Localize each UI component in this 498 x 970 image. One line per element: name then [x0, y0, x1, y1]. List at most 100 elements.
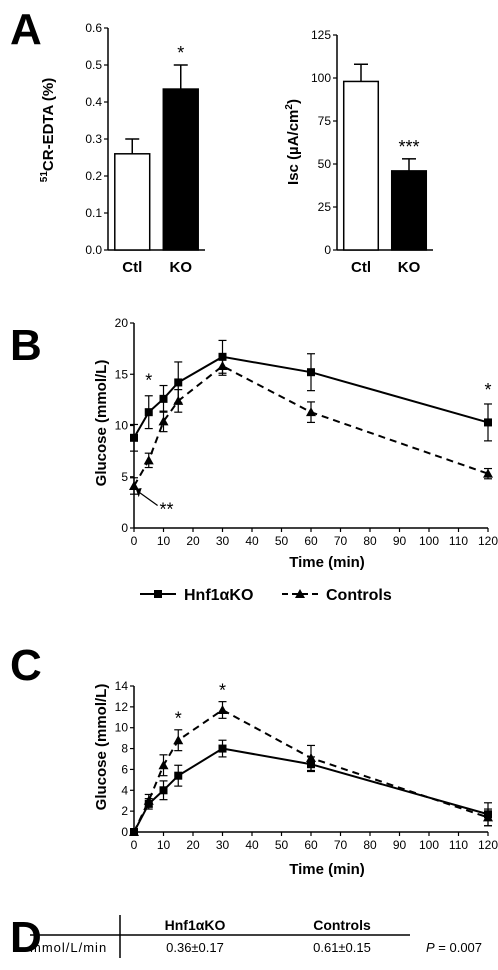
b-x-tick-label: 0	[131, 534, 138, 548]
table-p-value: P = 0.007	[426, 940, 482, 955]
c-x-axis-label: Time (min)	[289, 861, 365, 878]
c-y-tick-label: 14	[115, 679, 129, 693]
b-point-controls	[143, 455, 154, 465]
chart-c: Glucose (mmol/L) Time (min) 024681012140…	[93, 679, 498, 878]
b-point-ko	[144, 408, 153, 417]
a2-y-axis-label: Isc (µA/cm2)	[284, 99, 302, 185]
chart-a2: Isc (µA/cm2) 0 25 50 75 100 125 Ctl KO ***	[284, 28, 433, 276]
b-x-tick-label: 30	[216, 534, 230, 548]
c-y-tick-label: 6	[121, 762, 128, 776]
b-point-controls	[173, 395, 184, 405]
legend-ko-label: Hnf1αKO	[184, 587, 253, 604]
c-point-ko	[174, 771, 183, 780]
panel-label-d: D	[10, 913, 42, 962]
table-row-label: mmol/L/min	[30, 940, 107, 955]
legend-controls-marker	[295, 589, 305, 598]
summary-table: Hnf1αKO Controls mmol/L/min 0.36±0.17 0.…	[30, 915, 482, 958]
table-header-ko: Hnf1αKO	[165, 917, 226, 933]
b-point-ko	[174, 378, 183, 387]
b-x-axis-label: Time (min)	[289, 554, 365, 571]
a1-significance: *	[177, 43, 184, 63]
a2-y-tick-label: 50	[318, 157, 332, 171]
b-y-tick-label: 5	[121, 470, 128, 484]
b-point-controls	[158, 416, 169, 426]
c-point-controls	[158, 760, 169, 770]
a2-y-tick-label: 0	[324, 243, 331, 257]
a1-y-tick-label: 0.2	[85, 169, 102, 183]
a1-y-tick-label: 0.3	[85, 132, 102, 146]
b-x-tick-label: 20	[186, 534, 200, 548]
b-annotation-arrow	[137, 490, 158, 506]
c-y-tick-label: 8	[121, 742, 128, 756]
b-point-controls	[217, 361, 228, 371]
table-value-controls: 0.61±0.15	[313, 940, 371, 955]
c-y-axis-label: Glucose (mmol/L)	[93, 684, 110, 811]
b-point-ko	[484, 418, 492, 427]
a1-bar-ko	[162, 88, 199, 251]
c-x-tick-label: 90	[393, 838, 407, 852]
c-x-tick-label: 20	[186, 838, 200, 852]
a1-y-tick-label: 0.1	[85, 206, 102, 220]
b-x-tick-label: 120	[478, 534, 498, 548]
c-x-tick-label: 0	[131, 838, 138, 852]
a1-y-axis-label: 51CR-EDTA (%)	[39, 78, 57, 182]
a2-category-label: KO	[398, 259, 421, 276]
c-point-controls	[306, 752, 316, 762]
c-point-controls	[173, 735, 184, 745]
a2-y-tick-label: 75	[318, 114, 332, 128]
b-x-tick-label: 100	[419, 534, 439, 548]
c-plot-area: 0 2 4 6 8 10 12 14 0 10 20 30 40 50 60 70 80 90 100 110 120 *…	[115, 679, 498, 852]
c-x-tick-label: 50	[275, 838, 289, 852]
chart-b: Glucose (mmol/L) Time (min) 0 5 10 15 20 0 10 2…	[93, 316, 498, 571]
a2-y-tick-label: 25	[318, 200, 332, 214]
legend: Hnf1αKO Controls	[140, 587, 392, 604]
b-significance: *	[484, 380, 491, 400]
a2-y-tick-label: 100	[311, 71, 331, 85]
b-significance: *	[145, 371, 152, 391]
a1-y-tick-label: 0.5	[85, 58, 102, 72]
c-y-tick-label: 4	[121, 783, 128, 797]
b-x-tick-label: 70	[334, 534, 348, 548]
b-x-tick-label: 60	[304, 534, 318, 548]
b-y-tick-label: 15	[115, 367, 129, 381]
chart-a1: 51CR-EDTA (%) 0.0 0.1 0.2 0.3 0.4 0.5 0.6 Ctl KO…	[39, 21, 205, 276]
b-point-controls	[483, 468, 493, 478]
b-point-ko	[307, 368, 315, 377]
table-header-controls: Controls	[313, 917, 371, 933]
panel-label-c: C	[10, 641, 42, 690]
a2-y-tick-label: 125	[311, 28, 331, 42]
a1-category-label: Ctl	[122, 259, 142, 276]
a2-significance: ***	[398, 137, 419, 157]
b-y-tick-label: 0	[121, 521, 128, 535]
b-y-tick-label: 10	[115, 419, 129, 433]
c-x-tick-label: 10	[157, 838, 171, 852]
c-significance: *	[175, 709, 182, 729]
c-x-tick-label: 100	[419, 838, 439, 852]
a2-category-label: Ctl	[351, 259, 371, 276]
c-y-tick-label: 12	[115, 700, 129, 714]
c-x-tick-label: 120	[478, 838, 498, 852]
c-x-tick-label: 60	[304, 838, 318, 852]
c-y-tick-label: 0	[121, 825, 128, 839]
legend-controls-label: Controls	[326, 587, 392, 604]
a1-y-tick-label: 0.0	[85, 243, 102, 257]
c-point-controls	[217, 704, 228, 714]
c-point-controls	[483, 812, 493, 822]
c-y-tick-label: 10	[115, 721, 129, 735]
a2-bar-ko	[390, 170, 428, 251]
b-x-tick-label: 40	[245, 534, 259, 548]
c-x-tick-label: 40	[245, 838, 259, 852]
b-point-ko	[130, 433, 138, 442]
c-significance: *	[219, 680, 226, 700]
c-x-tick-label: 70	[334, 838, 348, 852]
panel-label-b: B	[10, 321, 42, 370]
b-x-tick-label: 90	[393, 534, 407, 548]
table-value-ko: 0.36±0.17	[166, 940, 224, 955]
b-point-controls	[306, 407, 316, 417]
a2-bar-ctl	[342, 80, 380, 251]
b-significance: **	[159, 500, 173, 520]
a2-plot-area: 0 25 50 75 100 125 Ctl KO ***	[311, 28, 433, 276]
a1-category-label: KO	[170, 259, 193, 276]
c-point-ko	[218, 744, 227, 753]
